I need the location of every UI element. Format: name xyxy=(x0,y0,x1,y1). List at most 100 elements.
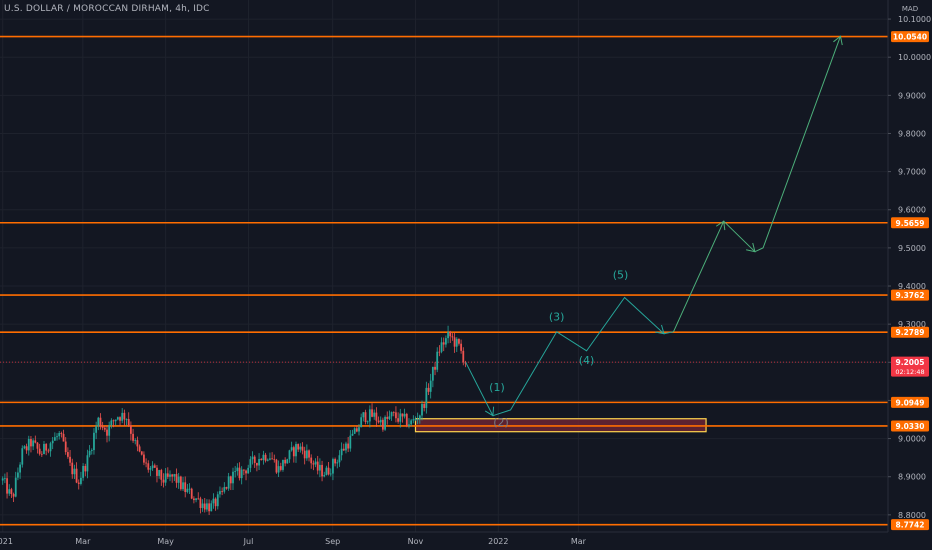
candle-body xyxy=(447,331,449,339)
level-price-tag xyxy=(891,289,929,301)
candle-body xyxy=(3,478,6,480)
candle-body xyxy=(253,456,256,463)
candle-body xyxy=(27,439,30,451)
candle-body xyxy=(95,426,98,433)
candle-body xyxy=(197,498,200,500)
candle-body xyxy=(119,417,121,421)
candle-body xyxy=(6,478,8,494)
horizontal-levels[interactable] xyxy=(0,35,888,526)
wave-path-line xyxy=(465,296,674,417)
candle-body xyxy=(90,450,93,451)
candle-body xyxy=(303,450,306,459)
candle-body xyxy=(38,448,41,454)
candle-body xyxy=(80,477,82,484)
candle-body xyxy=(251,456,254,460)
candle-body xyxy=(171,474,174,477)
candle-body xyxy=(336,462,339,464)
bar-countdown-label: 02:12:48 xyxy=(895,368,924,376)
candle-body xyxy=(140,451,143,455)
candle-body xyxy=(82,465,84,478)
candle-body xyxy=(388,416,391,419)
candle-body xyxy=(297,444,300,450)
level-price-tag xyxy=(891,326,929,338)
projection-arrow-head xyxy=(715,220,726,231)
candle-body xyxy=(271,458,274,460)
wave-drawings[interactable]: (1) (2) (3) (4) (5) xyxy=(465,35,843,429)
level-price-tag-label: 9.0949 xyxy=(896,398,925,407)
candle-body xyxy=(49,443,52,452)
candle-body xyxy=(358,427,360,432)
candle-body xyxy=(314,461,317,465)
candle-body xyxy=(143,454,145,463)
price-axis[interactable]: MAD 10.1000 10.0000 9.9000 9.8000 9.7000 9.600… xyxy=(887,0,932,550)
candle-body xyxy=(247,467,250,474)
time-tick-label: Sep xyxy=(325,537,340,546)
candle-body xyxy=(25,446,28,451)
candle-body xyxy=(190,488,193,499)
candle-body xyxy=(305,450,308,459)
candle-body xyxy=(153,465,156,468)
price-tick-label: 9.7000 xyxy=(898,168,926,177)
candle-body xyxy=(334,459,337,464)
candle-body xyxy=(429,380,432,392)
price-tags: 10.0540 9.5659 9.3762 9.2789 9.0949 9.0330 8.7… xyxy=(891,31,929,531)
candle-body xyxy=(195,498,197,501)
candle-body xyxy=(368,409,371,422)
candle-body xyxy=(112,420,115,422)
candle-body xyxy=(219,491,221,495)
candle-body xyxy=(242,469,245,471)
price-tick-label: 9.6000 xyxy=(898,206,926,215)
candle-body xyxy=(199,498,202,508)
candle-body xyxy=(401,413,404,417)
candle-body xyxy=(327,467,330,475)
candle-body xyxy=(292,447,295,457)
candle-body xyxy=(166,473,169,477)
candle-body xyxy=(418,415,421,420)
candle-body xyxy=(264,454,267,461)
candle-body xyxy=(236,467,239,472)
candle-body xyxy=(216,494,219,507)
candle-body xyxy=(318,464,321,471)
candle-body xyxy=(338,455,341,463)
candle-body xyxy=(340,448,343,456)
candle-body xyxy=(162,479,165,483)
candle-body xyxy=(23,446,26,449)
currency-label: MAD xyxy=(902,5,918,13)
candle-body xyxy=(464,362,467,364)
candle-body xyxy=(212,498,215,504)
candle-body xyxy=(445,338,447,345)
candle-body xyxy=(329,473,332,475)
candle-body xyxy=(342,448,345,451)
candle-body xyxy=(134,440,137,441)
candle-body xyxy=(286,459,289,464)
candle-body xyxy=(93,432,95,451)
candle-body xyxy=(56,436,58,438)
candle-body xyxy=(17,472,19,478)
candle-body xyxy=(377,420,380,423)
candle-body xyxy=(114,419,117,422)
price-tick-label: 9.3000 xyxy=(898,320,926,329)
candle-body xyxy=(232,471,234,484)
candle-body xyxy=(366,421,369,423)
candle-body xyxy=(449,331,452,337)
candle-body xyxy=(1,478,4,481)
candle-body xyxy=(116,417,119,420)
candle-body xyxy=(362,412,365,418)
candle-body xyxy=(208,503,211,512)
time-tick-label: Nov xyxy=(408,537,424,546)
candle-body xyxy=(279,466,282,470)
candle-body xyxy=(53,437,56,441)
time-axis[interactable]: 2021 Mar May Jul Sep Nov 2022 Mar xyxy=(0,531,932,550)
candle-body xyxy=(147,463,150,470)
candle-body xyxy=(399,413,402,422)
candle-body xyxy=(62,433,65,442)
candle-body xyxy=(223,487,226,492)
level-price-tag-label: 9.2789 xyxy=(896,328,925,337)
candle-body xyxy=(421,404,423,416)
candle-body xyxy=(203,503,206,510)
candle-body xyxy=(386,416,389,419)
candle-body xyxy=(34,440,37,443)
